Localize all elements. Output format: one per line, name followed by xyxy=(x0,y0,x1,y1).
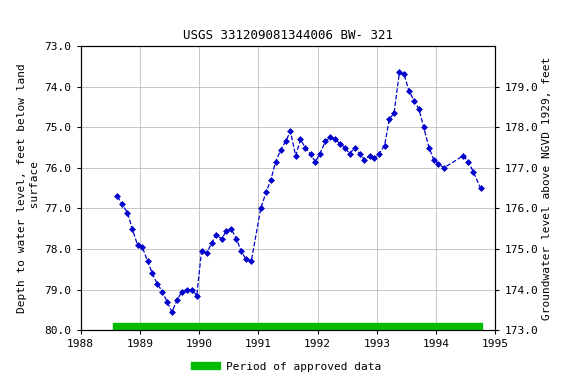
Title: USGS 331209081344006 BW- 321: USGS 331209081344006 BW- 321 xyxy=(183,29,393,42)
Y-axis label: Depth to water level, feet below land
 surface: Depth to water level, feet below land su… xyxy=(17,63,40,313)
Legend: Period of approved data: Period of approved data xyxy=(191,358,385,377)
Y-axis label: Groundwater level above NGVD 1929, feet: Groundwater level above NGVD 1929, feet xyxy=(543,56,552,320)
Bar xyxy=(113,323,482,332)
